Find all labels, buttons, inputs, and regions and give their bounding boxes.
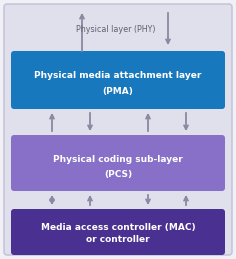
FancyBboxPatch shape <box>4 4 232 255</box>
Text: Physical coding sub-layer: Physical coding sub-layer <box>53 155 183 163</box>
Text: Physical media attachment layer: Physical media attachment layer <box>34 71 202 80</box>
Text: or controller: or controller <box>86 235 150 244</box>
FancyBboxPatch shape <box>11 135 225 191</box>
FancyBboxPatch shape <box>11 209 225 255</box>
Text: Media access controller (MAC): Media access controller (MAC) <box>41 223 195 232</box>
Text: Physical layer (PHY): Physical layer (PHY) <box>76 25 155 34</box>
Text: (PMA): (PMA) <box>103 87 133 96</box>
FancyBboxPatch shape <box>11 51 225 109</box>
Text: (PCS): (PCS) <box>104 169 132 178</box>
